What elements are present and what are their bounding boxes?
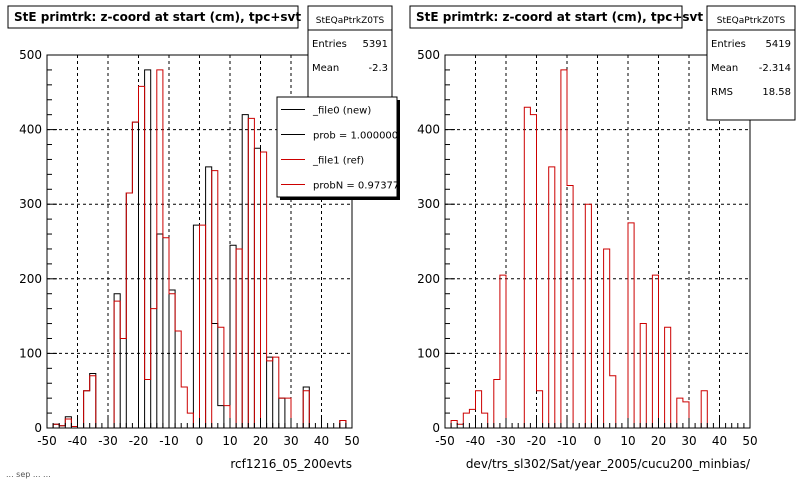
- x-tick-label: 0: [594, 434, 602, 448]
- x-tick-label: 40: [314, 434, 329, 448]
- y-tick-label: 200: [19, 272, 42, 286]
- legend-label: probN = 0.97377: [313, 181, 399, 192]
- title-box: [409, 5, 683, 29]
- x-axis-label: rcf1216_05_200evts: [230, 457, 352, 471]
- stats-box: [307, 5, 393, 103]
- stats-name: StEQaPtrkZ0TS: [717, 16, 786, 26]
- x-tick-label: 0: [196, 434, 204, 448]
- x-axis-label: dev/trs_sl302/Sat/year_2005/cucu200_minb…: [466, 457, 751, 471]
- title-box: [7, 5, 299, 29]
- x-tick-label: 50: [344, 434, 359, 448]
- x-tick-label: -40: [466, 434, 486, 448]
- x-tick-label: 10: [222, 434, 237, 448]
- y-tick-label: 300: [417, 197, 440, 211]
- x-tick-label: -40: [68, 434, 88, 448]
- histogram-series-2: [47, 69, 352, 429]
- y-tick-label: 100: [417, 346, 440, 360]
- legend-label: _file1 (ref): [312, 156, 364, 167]
- x-tick-label: -50: [37, 434, 57, 448]
- x-tick-label: 20: [253, 434, 268, 448]
- stats-label: Mean: [711, 63, 738, 74]
- x-tick-label: 40: [712, 434, 727, 448]
- y-tick-label: 300: [19, 197, 42, 211]
- chart-title: StE primtrk: z-coord at start (cm), tpc+…: [416, 10, 703, 24]
- x-tick-label: 10: [620, 434, 635, 448]
- y-tick-label: 400: [19, 123, 42, 137]
- histogram-panel-2: -50 -40 -30 -20 -10 0 10 20 30 40 5001002003004005…: [409, 5, 796, 471]
- legend-label: prob = 1.000000: [313, 131, 398, 142]
- x-tick-label: 30: [681, 434, 696, 448]
- y-tick-label: 500: [417, 48, 440, 62]
- chart-title: StE primtrk: z-coord at start (cm), tpc+…: [14, 10, 301, 24]
- legend-label: _file0 (new): [312, 106, 371, 117]
- x-tick-label: -10: [557, 434, 577, 448]
- stats-box: [706, 5, 796, 121]
- histogram-panel-1: -50 -40 -30 -20 -10 0 10 20 30 40 5001002003004005…: [7, 5, 400, 471]
- x-tick-label: -20: [527, 434, 547, 448]
- stats-label: Entries: [312, 39, 347, 50]
- stats-name: StEQaPtrkZ0TS: [316, 16, 385, 26]
- footer-text: ... sep ... ...: [6, 470, 51, 479]
- x-tick-label: 50: [742, 434, 757, 448]
- x-tick-label: -30: [98, 434, 118, 448]
- stats-label: Mean: [312, 63, 339, 74]
- y-tick-label: 100: [19, 346, 42, 360]
- y-tick-label: 0: [34, 421, 42, 435]
- x-tick-label: 20: [651, 434, 666, 448]
- x-tick-label: 30: [283, 434, 298, 448]
- stats-value: -2.314: [759, 63, 791, 74]
- y-tick-label: 0: [432, 421, 440, 435]
- legend-box: [276, 96, 398, 198]
- y-tick-label: 200: [417, 272, 440, 286]
- stats-value: 18.58: [762, 87, 791, 98]
- y-tick-label: 400: [417, 123, 440, 137]
- stats-label: Entries: [711, 39, 746, 50]
- x-tick-label: -30: [496, 434, 516, 448]
- stats-value: -2.3: [368, 63, 388, 74]
- x-tick-label: -20: [129, 434, 149, 448]
- x-tick-label: -10: [159, 434, 179, 448]
- stats-label: RMS: [711, 87, 733, 98]
- y-tick-label: 500: [19, 48, 42, 62]
- x-tick-label: -50: [435, 434, 455, 448]
- stats-value: 5391: [363, 39, 388, 50]
- stats-value: 5419: [766, 39, 791, 50]
